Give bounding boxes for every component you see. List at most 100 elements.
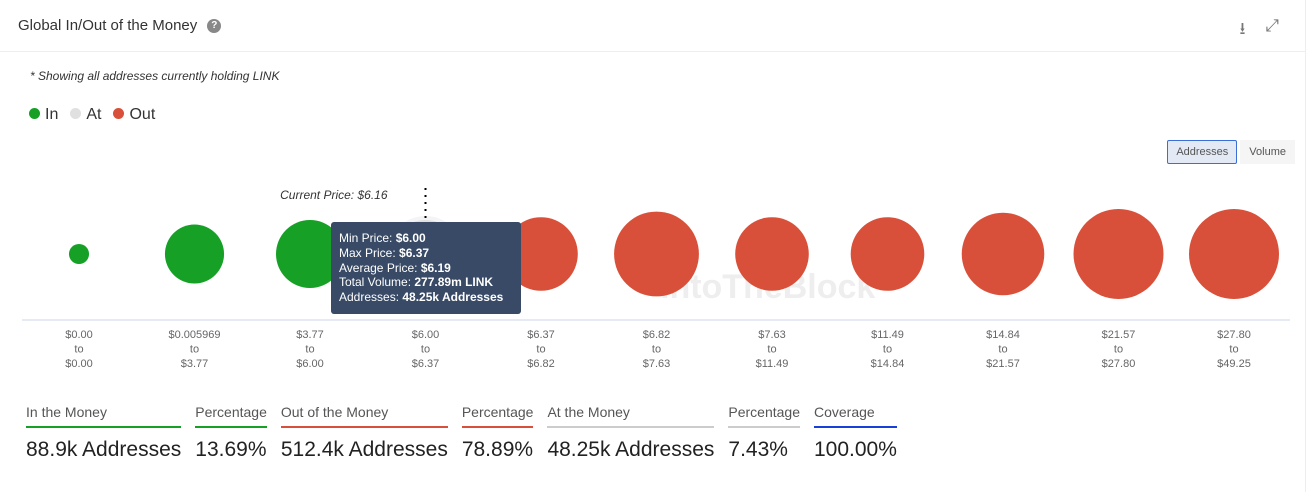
holding-note: * Showing all addresses currently holdin… — [30, 69, 280, 83]
stat-label: Percentage — [728, 404, 800, 428]
legend-dot-icon — [29, 108, 40, 119]
tooltip-value: $6.19 — [420, 260, 451, 275]
legend-item-out[interactable]: Out — [113, 106, 155, 124]
stat-label: In the Money — [26, 404, 182, 428]
bubble-out[interactable] — [504, 217, 578, 291]
metric-toggle: Addresses Volume — [1167, 140, 1295, 164]
tooltip-key: Max Price: — [339, 245, 400, 260]
stat-label: Coverage — [814, 404, 897, 428]
help-icon[interactable]: ? — [207, 18, 222, 33]
legend-label: Out — [129, 106, 156, 123]
x-tick-label: to — [421, 344, 430, 356]
x-tick-label: to — [883, 344, 892, 356]
x-tick-label: to — [652, 344, 661, 356]
stat-percentage: Percentage 78.89% — [461, 404, 534, 462]
tooltip-value: 277.89m LINK — [414, 275, 494, 290]
bubble-chart: IntoTheBlock$0.00to$0.00$0.005969to$3.77… — [22, 188, 1290, 370]
x-tick-label: $0.005969 — [169, 329, 221, 341]
x-tick-label: to — [1114, 344, 1123, 356]
card-header: Global In/Out of the Money ? ⭳ ⤢ — [0, 0, 1305, 52]
x-tick-label: $0.00 — [65, 358, 93, 370]
x-tick-label: to — [767, 344, 776, 356]
legend-item-at[interactable]: At — [70, 106, 101, 124]
x-tick-label: $3.77 — [181, 358, 209, 370]
bubble-out[interactable] — [850, 217, 925, 291]
x-tick-label: to — [536, 344, 545, 356]
x-tick-label: to — [190, 344, 199, 356]
x-tick-label: $6.37 — [527, 329, 555, 341]
x-tick-label: $7.63 — [643, 358, 671, 370]
addresses-toggle-button[interactable]: Addresses — [1167, 140, 1238, 164]
tooltip-value: 48.25k Addresses — [402, 290, 504, 305]
stat-value: 13.69% — [195, 438, 267, 461]
x-tick-label: $49.25 — [1217, 358, 1251, 370]
x-tick-label: to — [305, 344, 314, 356]
bubble-out[interactable] — [1073, 209, 1164, 299]
x-tick-label: $7.63 — [758, 329, 786, 341]
stat-coverage: Coverage 100.00% — [814, 404, 897, 462]
stat-value: 7.43% — [728, 438, 788, 461]
tooltip-row: Addresses: 48.25k Addresses — [339, 290, 513, 305]
legend-label: In — [45, 106, 59, 123]
x-tick-label: $3.77 — [296, 329, 324, 341]
stat-percentage: Percentage 13.69% — [195, 404, 267, 462]
stat-label: At the Money — [547, 404, 715, 428]
summary-stats: In the Money 88.9k Addresses Percentage 13.… — [26, 404, 897, 462]
stat-value: 88.9k Addresses — [26, 438, 182, 461]
tooltip-row: Average Price: $6.19 — [339, 261, 513, 276]
legend: In At Out — [29, 106, 155, 124]
x-tick-label: $6.00 — [296, 358, 324, 370]
bubble-out[interactable] — [614, 211, 699, 297]
stat-value: 78.89% — [461, 438, 534, 461]
tooltip-key: Average Price: — [339, 260, 421, 275]
tooltip-value: $6.37 — [399, 245, 430, 260]
volume-toggle-button[interactable]: Volume — [1240, 140, 1295, 164]
stat-percentage: Percentage 7.43% — [728, 404, 800, 462]
x-tick-label: $27.80 — [1102, 358, 1136, 370]
tooltip: Min Price: $6.00 Max Price: $6.37 Average … — [331, 222, 521, 314]
x-tick-label: $0.00 — [65, 329, 93, 341]
tooltip-row: Min Price: $6.00 — [339, 231, 513, 246]
bubble-out[interactable] — [1189, 209, 1279, 299]
x-tick-label: $6.82 — [527, 358, 555, 370]
fullscreen-icon[interactable]: ⤢ — [1265, 16, 1279, 35]
x-tick-label: to — [1229, 344, 1238, 356]
x-tick-label: $6.82 — [643, 329, 671, 341]
bubble-in[interactable] — [68, 243, 90, 265]
bubble-out[interactable] — [961, 212, 1045, 296]
x-tick-label: $14.84 — [871, 358, 905, 370]
stat-label: Out of the Money — [280, 404, 448, 428]
x-tick-label: $14.84 — [986, 329, 1020, 341]
legend-label: At — [86, 106, 102, 123]
tooltip-row: Max Price: $6.37 — [339, 246, 513, 261]
tooltip-key: Total Volume: — [339, 275, 415, 290]
stat-out-of-the-money: Out of the Money 512.4k Addresses — [280, 404, 448, 462]
legend-dot-icon — [70, 108, 82, 119]
stat-value: 48.25k Addresses — [547, 438, 715, 461]
card-title: Global In/Out of the Money — [18, 17, 198, 34]
x-tick-label: to — [998, 344, 1007, 356]
bubble-out[interactable] — [735, 217, 809, 291]
bubble-in[interactable] — [276, 220, 344, 288]
download-icon[interactable]: ⭳ — [1239, 19, 1246, 38]
x-tick-label: $6.37 — [412, 358, 440, 370]
stat-value: 512.4k Addresses — [280, 438, 448, 461]
tooltip-row: Total Volume: 277.89m LINK — [339, 275, 513, 290]
bubble-in[interactable] — [164, 224, 225, 284]
stat-at-the-money: At the Money 48.25k Addresses — [547, 404, 715, 462]
tooltip-key: Min Price: — [339, 231, 396, 245]
x-tick-label: $21.57 — [986, 358, 1020, 370]
legend-item-in[interactable]: In — [29, 106, 58, 124]
stat-in-the-money: In the Money 88.9k Addresses — [26, 404, 182, 462]
x-tick-label: to — [74, 344, 83, 356]
stat-label: Percentage — [195, 404, 267, 428]
stat-value: 100.00% — [814, 438, 897, 461]
tooltip-key: Addresses: — [339, 290, 403, 305]
x-tick-label: $21.57 — [1102, 329, 1136, 341]
x-tick-label: $27.80 — [1217, 329, 1251, 341]
stat-label: Percentage — [461, 404, 534, 428]
x-tick-label: $11.49 — [871, 329, 904, 341]
current-price-label: Current Price: $6.16 — [280, 188, 388, 202]
tooltip-value: $6.00 — [395, 231, 426, 245]
